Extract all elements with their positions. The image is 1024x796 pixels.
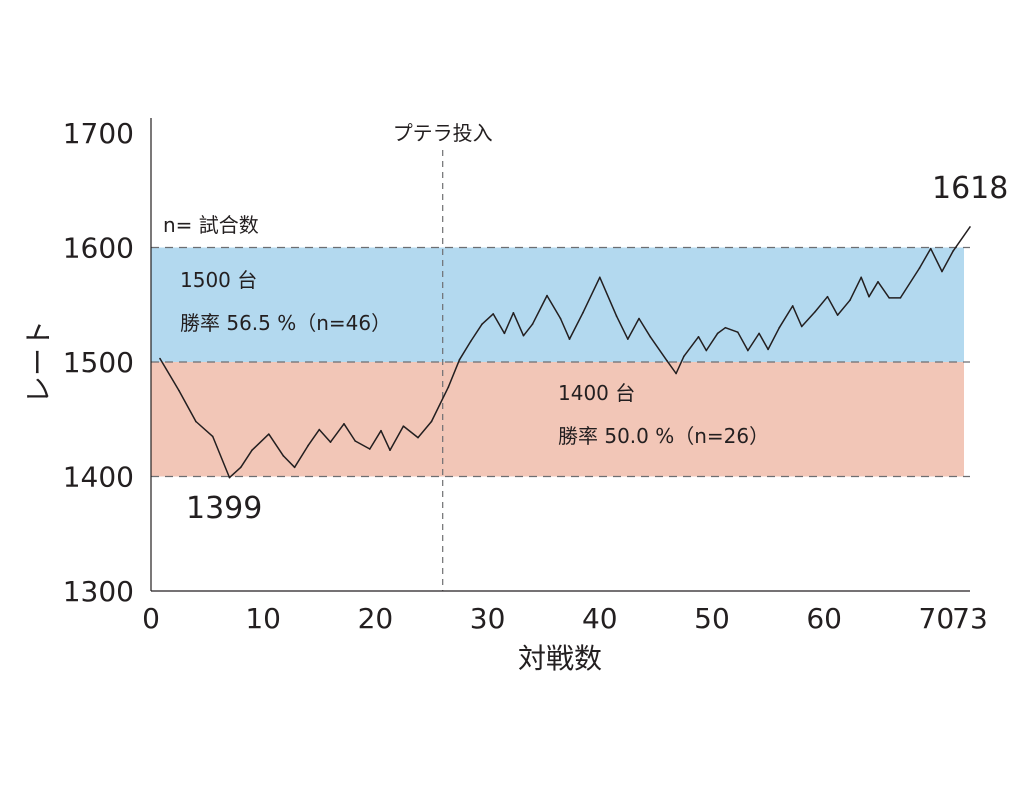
min-rating-label: 1399 xyxy=(186,491,262,526)
rating-point xyxy=(615,315,618,318)
rating-point xyxy=(307,444,309,447)
rating-point xyxy=(512,311,515,314)
rating-point xyxy=(329,441,332,443)
rating-point xyxy=(318,428,321,431)
x-tick-label: 0 xyxy=(142,602,160,635)
rating-point xyxy=(860,276,862,279)
rating-point xyxy=(380,429,382,432)
rating-point xyxy=(767,348,769,351)
band-1500s xyxy=(151,247,964,362)
rating-point xyxy=(582,311,584,314)
rating-point xyxy=(159,357,161,360)
rating-point xyxy=(666,360,668,362)
rating-point xyxy=(791,305,794,307)
band-1500s-label: 1500 台 xyxy=(180,268,257,292)
x-axis-title: 対戦数 xyxy=(518,642,602,675)
rating-point xyxy=(716,332,719,335)
max-rating-label: 1618 xyxy=(932,171,1008,206)
rating-point xyxy=(492,313,494,315)
rating-point xyxy=(800,325,803,328)
rating-point xyxy=(458,358,461,361)
rating-point xyxy=(354,440,356,442)
rating-point xyxy=(282,455,285,457)
rating-point xyxy=(559,317,562,320)
rating-point xyxy=(747,349,749,352)
rating-point xyxy=(683,355,685,358)
x-tick-label: 40 xyxy=(582,602,618,635)
y-tick-label: 1500 xyxy=(63,346,134,379)
rating-point xyxy=(293,466,296,469)
rating-point xyxy=(402,425,405,427)
rating-point xyxy=(211,435,214,438)
rating-point xyxy=(469,340,472,343)
rating-point xyxy=(929,247,932,250)
rating-point xyxy=(268,433,270,435)
y-tick-label: 1400 xyxy=(63,461,134,494)
sample-size-note: n= 試合数 xyxy=(163,213,259,237)
rating-point xyxy=(522,334,525,337)
rating-point xyxy=(877,281,879,283)
rating-point xyxy=(447,386,450,388)
rating-point xyxy=(969,226,971,228)
rating-point xyxy=(826,295,829,298)
x-tick-label: 60 xyxy=(806,602,842,635)
rating-point xyxy=(868,295,870,298)
rating-points xyxy=(159,226,971,479)
rating-point xyxy=(568,338,571,340)
rating-point xyxy=(778,326,781,329)
band-1500s-win-rate: 勝率 56.5 %（n=46） xyxy=(180,311,391,335)
x-tick-label: 70 xyxy=(919,602,955,635)
rating-point xyxy=(481,323,483,326)
rating-point xyxy=(918,267,921,269)
rating-point xyxy=(814,310,816,313)
x-tick-label: 73 xyxy=(952,602,988,635)
band-1400s xyxy=(151,362,964,477)
rating-point xyxy=(195,420,197,423)
rating-point xyxy=(343,423,345,425)
rating-point xyxy=(952,250,954,252)
rating-point xyxy=(638,317,640,320)
y-tick-label: 1700 xyxy=(63,117,134,150)
rating-point xyxy=(758,332,760,335)
rating-point xyxy=(849,299,851,301)
y-tick-labels: 1300 1400 1500 1600 1700 xyxy=(63,117,134,608)
rating-point xyxy=(251,449,253,451)
rating-point xyxy=(228,476,231,479)
x-tick-label: 50 xyxy=(694,602,730,635)
rating-point xyxy=(736,331,739,334)
rating-point xyxy=(724,326,727,329)
rating-point xyxy=(546,294,548,297)
rating-point xyxy=(389,449,391,451)
rating-point xyxy=(178,389,180,392)
x-tick-label: 30 xyxy=(470,602,506,635)
rating-point xyxy=(598,276,601,279)
rating-point xyxy=(531,323,534,326)
x-tick-label: 10 xyxy=(245,602,281,635)
rating-point xyxy=(649,336,652,338)
band-1400s-win-rate: 勝率 50.0 %（n=26） xyxy=(558,424,769,448)
rating-point xyxy=(888,297,891,299)
rating-point xyxy=(899,297,902,299)
y-tick-label: 1300 xyxy=(63,575,134,608)
rating-point xyxy=(836,314,839,316)
rating-point xyxy=(697,336,700,338)
rating-point xyxy=(675,372,677,375)
rating-point xyxy=(627,338,629,340)
rating-point xyxy=(368,448,371,450)
band-1400s-label: 1400 台 xyxy=(558,381,635,405)
y-tick-label: 1600 xyxy=(63,232,134,265)
marker-label: プテラ投入 xyxy=(393,121,493,145)
rating-point xyxy=(417,436,419,439)
rating-point xyxy=(239,466,242,469)
rating-point xyxy=(503,332,506,335)
rating-point xyxy=(941,270,943,273)
y-axis-title: レート xyxy=(22,320,55,404)
rating-point xyxy=(705,349,708,352)
rating-point xyxy=(430,420,433,423)
x-tick-label: 20 xyxy=(358,602,394,635)
